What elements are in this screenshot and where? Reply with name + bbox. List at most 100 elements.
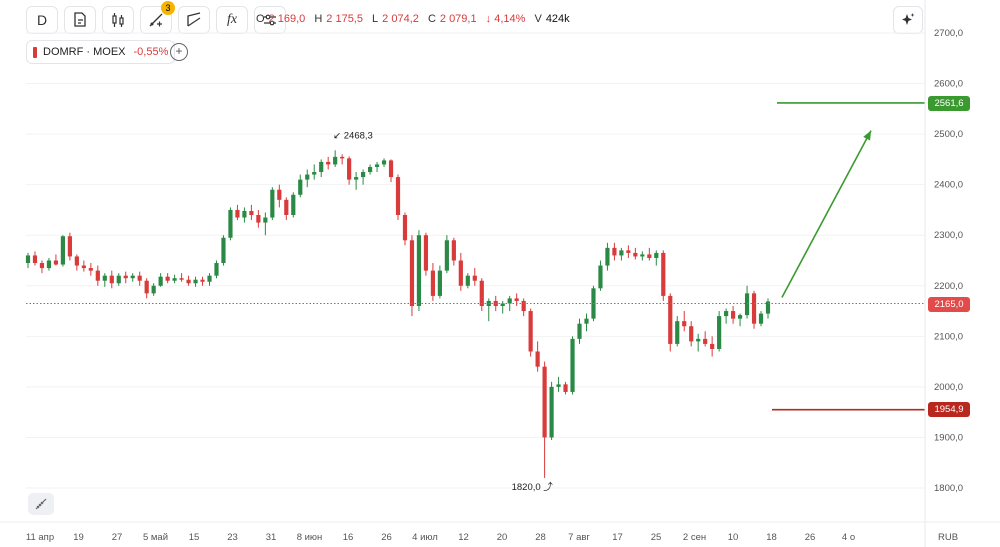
open-label: O <box>256 13 265 25</box>
low-label: L <box>372 13 379 25</box>
x-tick-label: 20 <box>497 532 508 543</box>
candle-body <box>144 280 149 294</box>
candle-body <box>570 338 575 392</box>
line-tool-button[interactable] <box>178 6 210 34</box>
interval-button[interactable]: D <box>26 6 58 34</box>
candle-body <box>333 156 338 165</box>
candle-body <box>284 199 289 215</box>
candle-body <box>416 235 422 306</box>
chart-toolbar: D 3 fx <box>26 1 286 34</box>
x-tick-label: 8 июн <box>297 532 323 543</box>
candle-body <box>354 177 359 180</box>
candle-body <box>200 279 205 282</box>
candle-body <box>186 279 191 284</box>
volume-label: V <box>534 13 542 25</box>
drawing-mode-button[interactable] <box>28 493 54 515</box>
candle-body <box>347 158 352 180</box>
candle-body <box>46 260 52 269</box>
candle-body <box>312 172 317 175</box>
x-tick-label: 31 <box>266 532 277 543</box>
candle-body <box>340 156 345 159</box>
candle-body <box>39 263 45 269</box>
candle-body <box>367 166 373 173</box>
draw-tools-icon <box>149 13 163 27</box>
x-tick-label: 7 авг <box>568 532 590 543</box>
candle-body <box>668 295 673 344</box>
candle-body <box>584 318 589 324</box>
candle-body <box>751 293 757 324</box>
candle-body <box>654 252 659 258</box>
x-tick-label: 23 <box>227 532 238 543</box>
candle-body <box>277 189 282 200</box>
candle-body <box>263 217 268 223</box>
target-price-tag: 2561,6 <box>928 96 970 111</box>
candle-body <box>151 285 156 294</box>
close-label: C <box>427 13 436 25</box>
x-tick-label: 10 <box>728 532 739 543</box>
y-tick-label: 2200,0 <box>934 281 963 292</box>
plus-icon: + <box>175 44 183 58</box>
x-tick-label: 26 <box>381 532 392 543</box>
indicators-count-badge: 3 <box>161 1 175 15</box>
settings-sliders-icon <box>264 14 276 26</box>
ruler-icon <box>35 498 47 510</box>
candle-body <box>214 263 219 276</box>
candle-body <box>326 161 331 165</box>
candle-body <box>682 321 687 327</box>
candle-body <box>109 275 114 284</box>
candle-body <box>409 240 415 306</box>
close-value: 2 079,1 <box>439 13 477 25</box>
x-tick-label: 5 май <box>143 532 168 543</box>
forecast-arrow-line[interactable] <box>781 130 872 298</box>
y-tick-label: 2400,0 <box>934 180 963 191</box>
change-value: ↓ 4,14% <box>485 13 526 25</box>
candle-body <box>640 254 645 257</box>
candle-body <box>661 252 666 296</box>
candle-body <box>67 236 72 257</box>
candle-body <box>444 240 449 271</box>
candle-body <box>374 164 380 167</box>
candle-body <box>123 275 128 279</box>
x-tick-label: 12 <box>458 532 469 543</box>
add-instrument-button[interactable]: + <box>170 43 188 61</box>
candles-icon <box>112 13 124 27</box>
candle-body <box>577 323 582 339</box>
interval-label: D <box>36 12 48 28</box>
current-price-tag: 2165,0 <box>928 297 970 312</box>
candle-body <box>242 210 247 218</box>
x-tick-label: 25 <box>651 532 662 543</box>
candle-body <box>758 313 764 324</box>
y-tick-label: 2700,0 <box>934 28 963 39</box>
volume-value: 424k <box>545 13 570 25</box>
candle-body <box>193 279 198 284</box>
candle-body <box>361 172 366 178</box>
x-tick-label: 11 апр <box>26 532 54 543</box>
candle-body <box>514 298 519 301</box>
x-tick-label: 4 июл <box>412 532 438 543</box>
chart-type-button[interactable] <box>102 6 134 34</box>
x-tick-label: 26 <box>805 532 816 543</box>
candle-body <box>633 252 638 257</box>
x-tick-label: 4 о <box>842 532 855 543</box>
candle-body <box>25 255 31 264</box>
candle-body <box>381 160 387 165</box>
fx-icon: fx <box>226 12 238 27</box>
y-tick-label: 2300,0 <box>934 230 963 241</box>
new-document-icon <box>74 12 86 27</box>
candle-body <box>710 343 715 349</box>
candle-body <box>605 247 610 266</box>
indicators-button[interactable]: 3 <box>140 1 175 34</box>
candle-body <box>319 161 324 173</box>
high-annotation: ↙ 2468,3 <box>333 130 373 141</box>
candle-body <box>556 384 561 387</box>
high-label: H <box>314 13 323 25</box>
candle-body <box>479 280 484 306</box>
open-value: 2 169,0 <box>268 13 306 25</box>
candle-body <box>465 275 470 286</box>
instrument-legend[interactable]: DOMRF · MOEX -0,55% <box>26 40 176 64</box>
y-tick-label: 2100,0 <box>934 331 963 342</box>
candle-body <box>430 270 435 296</box>
series-color-marker <box>33 46 37 58</box>
